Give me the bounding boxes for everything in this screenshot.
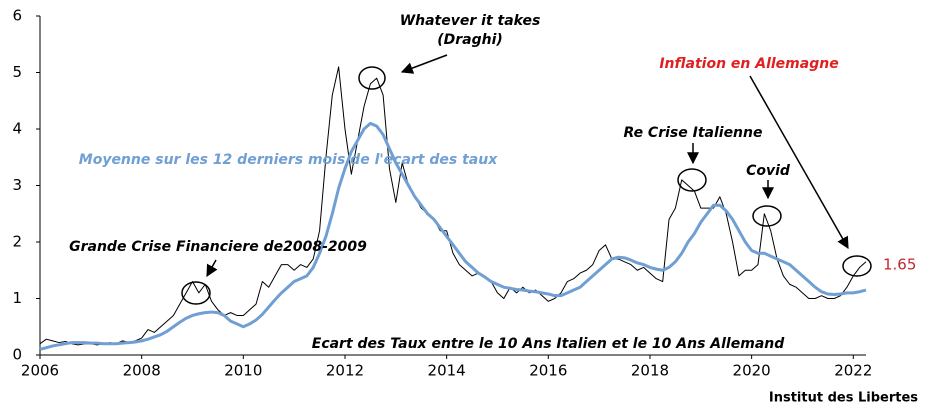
circle	[358, 66, 386, 90]
x-tick-label: 2022	[834, 362, 872, 380]
y-tick-label: 4	[12, 120, 22, 138]
annotation-shapes	[181, 54, 872, 305]
annotations: Whatever it takes (Draghi) Inflation en …	[69, 13, 916, 352]
arrow	[749, 75, 849, 250]
circle	[181, 281, 211, 305]
x-tick-label: 2012	[326, 362, 364, 380]
arrow	[206, 259, 218, 278]
circle	[677, 168, 707, 192]
annotation: Moyenne sur les 12 derniers mois de l'ec…	[79, 152, 498, 168]
x-tick-label: 2008	[123, 362, 161, 380]
annotation: Ecart des Taux entre le 10 Ans Italien e…	[312, 336, 785, 352]
annotation: Re Crise Italienne	[623, 125, 762, 141]
annotation: Grande Crise Financiere de2008-2009	[69, 239, 367, 255]
annotation: Inflation en Allemagne	[659, 56, 838, 72]
source: Institut des Libertes	[769, 391, 918, 406]
x-tick-label: 2016	[529, 362, 567, 380]
circle	[752, 205, 782, 227]
y-tick-label: 3	[12, 176, 22, 194]
annotation: Covid	[746, 163, 791, 179]
x-tick-label: 2014	[428, 362, 466, 380]
y-tick-label: 2	[12, 233, 22, 251]
value-label: 1.65	[883, 256, 916, 274]
y-tick-label: 6	[12, 7, 22, 25]
circle	[842, 255, 872, 277]
x-tick-label: 2018	[631, 362, 669, 380]
annotation: Whatever it takes	[400, 13, 541, 29]
x-tick-label: 2006	[21, 362, 59, 380]
arrow	[400, 54, 448, 74]
series-line	[39, 121, 867, 351]
series-line	[39, 66, 867, 346]
x-tick-label: 2010	[224, 362, 262, 380]
y-tick-label: 5	[12, 63, 22, 81]
plot-area	[39, 66, 867, 351]
y-tick-label: 1	[12, 289, 22, 307]
x-tick-label: 2020	[733, 362, 771, 380]
annotation: (Draghi)	[437, 32, 503, 48]
y-tick-label: 0	[12, 346, 22, 364]
